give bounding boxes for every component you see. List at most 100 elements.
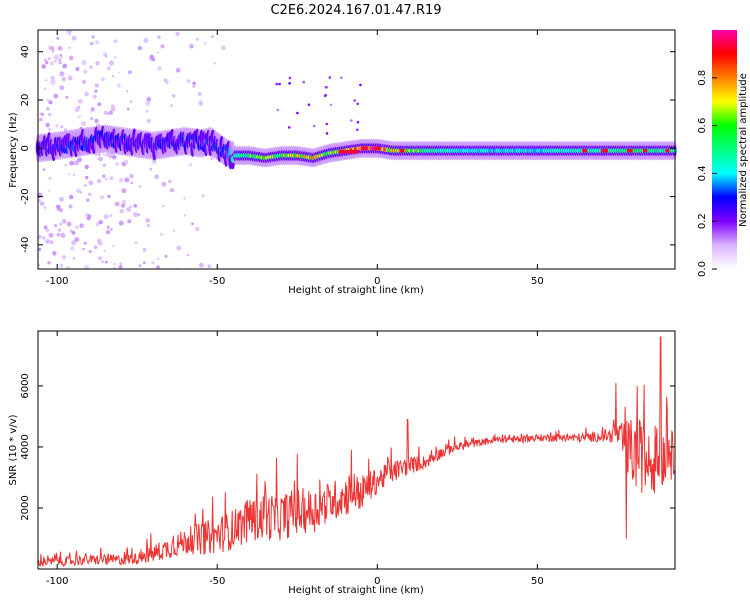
- heatmap-noise-cell: [93, 245, 98, 250]
- heatmap-noise-cell: [68, 55, 74, 61]
- heatmap-noise-cell: [100, 195, 104, 200]
- heatmap-hot-cell: [399, 148, 405, 153]
- heatmap-noise-cell: [48, 176, 52, 180]
- heatmap-noise-cell: [168, 179, 172, 184]
- heatmap-noise-cell: [112, 155, 117, 160]
- heatmap-noise-cell: [56, 36, 60, 40]
- heatmap-noise-cell: [189, 163, 192, 167]
- heatmap-noise-cell: [87, 214, 92, 219]
- heatmap-noise-cell: [83, 242, 86, 245]
- heatmap-noise-cell: [201, 194, 205, 198]
- heatmap-noise-cell: [47, 261, 51, 265]
- heatmap-noise-cell: [65, 95, 69, 99]
- heatmap-noise-cell: [43, 58, 48, 63]
- heatmap-noise-cell: [75, 225, 79, 229]
- spectrogram-panel: -100 -50 0 50 -40 -20 0 20 40 Height of straight…: [8, 29, 677, 296]
- heatmap-noise-cell: [116, 83, 121, 88]
- heatmap-noise-cell: [66, 221, 72, 227]
- heatmap-noise-cell: [129, 100, 133, 104]
- heatmap-noise-cell: [325, 85, 328, 89]
- heatmap-noise-cell: [46, 107, 50, 111]
- heatmap-noise-cell: [112, 75, 115, 78]
- spectrogram-y-tick-label: -20: [20, 188, 31, 204]
- heatmap-noise-cell: [88, 250, 92, 253]
- heatmap-noise-cell: [56, 204, 61, 210]
- heatmap-noise-cell: [133, 204, 137, 208]
- heatmap-noise-cell: [108, 154, 113, 159]
- heatmap-noise-cell: [183, 214, 186, 217]
- heatmap-noise-cell: [108, 110, 113, 115]
- heatmap-noise-cell: [115, 162, 119, 166]
- heatmap-noise-cell: [45, 122, 50, 128]
- heatmap-noise-cell: [83, 69, 88, 74]
- heatmap-noise-cell: [98, 256, 102, 261]
- heatmap-noise-cell: [108, 60, 114, 66]
- heatmap-noise-cell: [160, 44, 165, 49]
- heatmap-noise-cell: [89, 65, 93, 69]
- snr-series: [37, 336, 676, 568]
- heatmap-hot-cell: [627, 148, 633, 153]
- heatmap-noise-cell: [142, 261, 146, 265]
- spectrogram-x-tick-label: -100: [46, 276, 69, 287]
- heatmap-noise-cell: [125, 90, 129, 93]
- heatmap-noise-cell: [145, 109, 149, 113]
- heatmap-noise-cell: [127, 70, 132, 75]
- heatmap-noise-cell: [103, 153, 106, 156]
- heatmap-noise-cell: [61, 219, 67, 224]
- spectrogram-heatmap: [35, 29, 677, 270]
- heatmap-hot-cell: [361, 146, 368, 151]
- heatmap-noise-cell: [74, 237, 80, 242]
- heatmap-noise-cell: [110, 107, 116, 112]
- colorbar-ticks: 0.0 0.2 0.4 0.6 0.8: [697, 70, 717, 277]
- heatmap-noise-cell: [126, 207, 132, 212]
- heatmap-noise-cell: [109, 176, 114, 181]
- heatmap-noise-cell: [151, 57, 156, 62]
- snr-x-axis-label: Height of straight line (km): [288, 585, 424, 596]
- heatmap-noise-cell: [288, 76, 292, 80]
- heatmap-noise-cell: [211, 35, 214, 39]
- heatmap-noise-cell: [175, 67, 181, 73]
- heatmap-noise-cell: [64, 164, 67, 167]
- heatmap-noise-cell: [137, 45, 142, 51]
- heatmap-noise-cell: [88, 180, 94, 186]
- heatmap-noise-cell: [101, 77, 105, 82]
- heatmap-noise-cell: [114, 56, 117, 59]
- heatmap-noise-cell: [45, 79, 48, 82]
- heatmap-noise-cell: [97, 102, 102, 107]
- heatmap-noise-cell: [109, 214, 112, 218]
- heatmap-noise-cell: [77, 98, 83, 104]
- heatmap-noise-cell: [98, 153, 101, 156]
- heatmap-noise-cell: [92, 94, 97, 99]
- heatmap-noise-cell: [324, 94, 328, 97]
- heatmap-noise-cell: [101, 260, 104, 263]
- heatmap-noise-cell: [81, 248, 84, 251]
- heatmap-noise-cell: [138, 264, 142, 268]
- heatmap-noise-cell: [210, 155, 215, 161]
- heatmap-noise-cell: [102, 163, 107, 168]
- heatmap-noise-cell: [95, 40, 99, 45]
- heatmap-noise-cell: [102, 174, 106, 178]
- heatmap-noise-cell: [73, 173, 76, 176]
- heatmap-noise-cell: [124, 177, 130, 183]
- heatmap-noise-cell: [133, 212, 139, 218]
- heatmap-noise-cell: [73, 160, 79, 166]
- heatmap-noise-cell: [78, 115, 82, 118]
- heatmap-noise-cell: [186, 79, 191, 83]
- heatmap-noise-cell: [54, 224, 58, 228]
- heatmap-noise-cell: [156, 265, 160, 269]
- heatmap-noise-cell: [57, 229, 61, 233]
- heatmap-noise-cell: [105, 152, 110, 157]
- spectrogram-y-tick-label: -40: [20, 237, 31, 253]
- heatmap-noise-cell: [129, 173, 134, 179]
- heatmap-noise-cell: [302, 80, 306, 84]
- heatmap-noise-cell: [127, 219, 132, 224]
- heatmap-noise-cell: [70, 246, 75, 251]
- heatmap-noise-cell: [95, 154, 97, 157]
- heatmap-noise-cell: [71, 231, 76, 235]
- spectrogram-y-tick-label: 0: [20, 145, 31, 151]
- heatmap-noise-cell: [145, 218, 150, 223]
- heatmap-noise-cell: [142, 247, 147, 252]
- heatmap-noise-cell: [90, 107, 95, 112]
- heatmap-noise-cell: [121, 188, 127, 194]
- heatmap-noise-cell: [65, 30, 70, 34]
